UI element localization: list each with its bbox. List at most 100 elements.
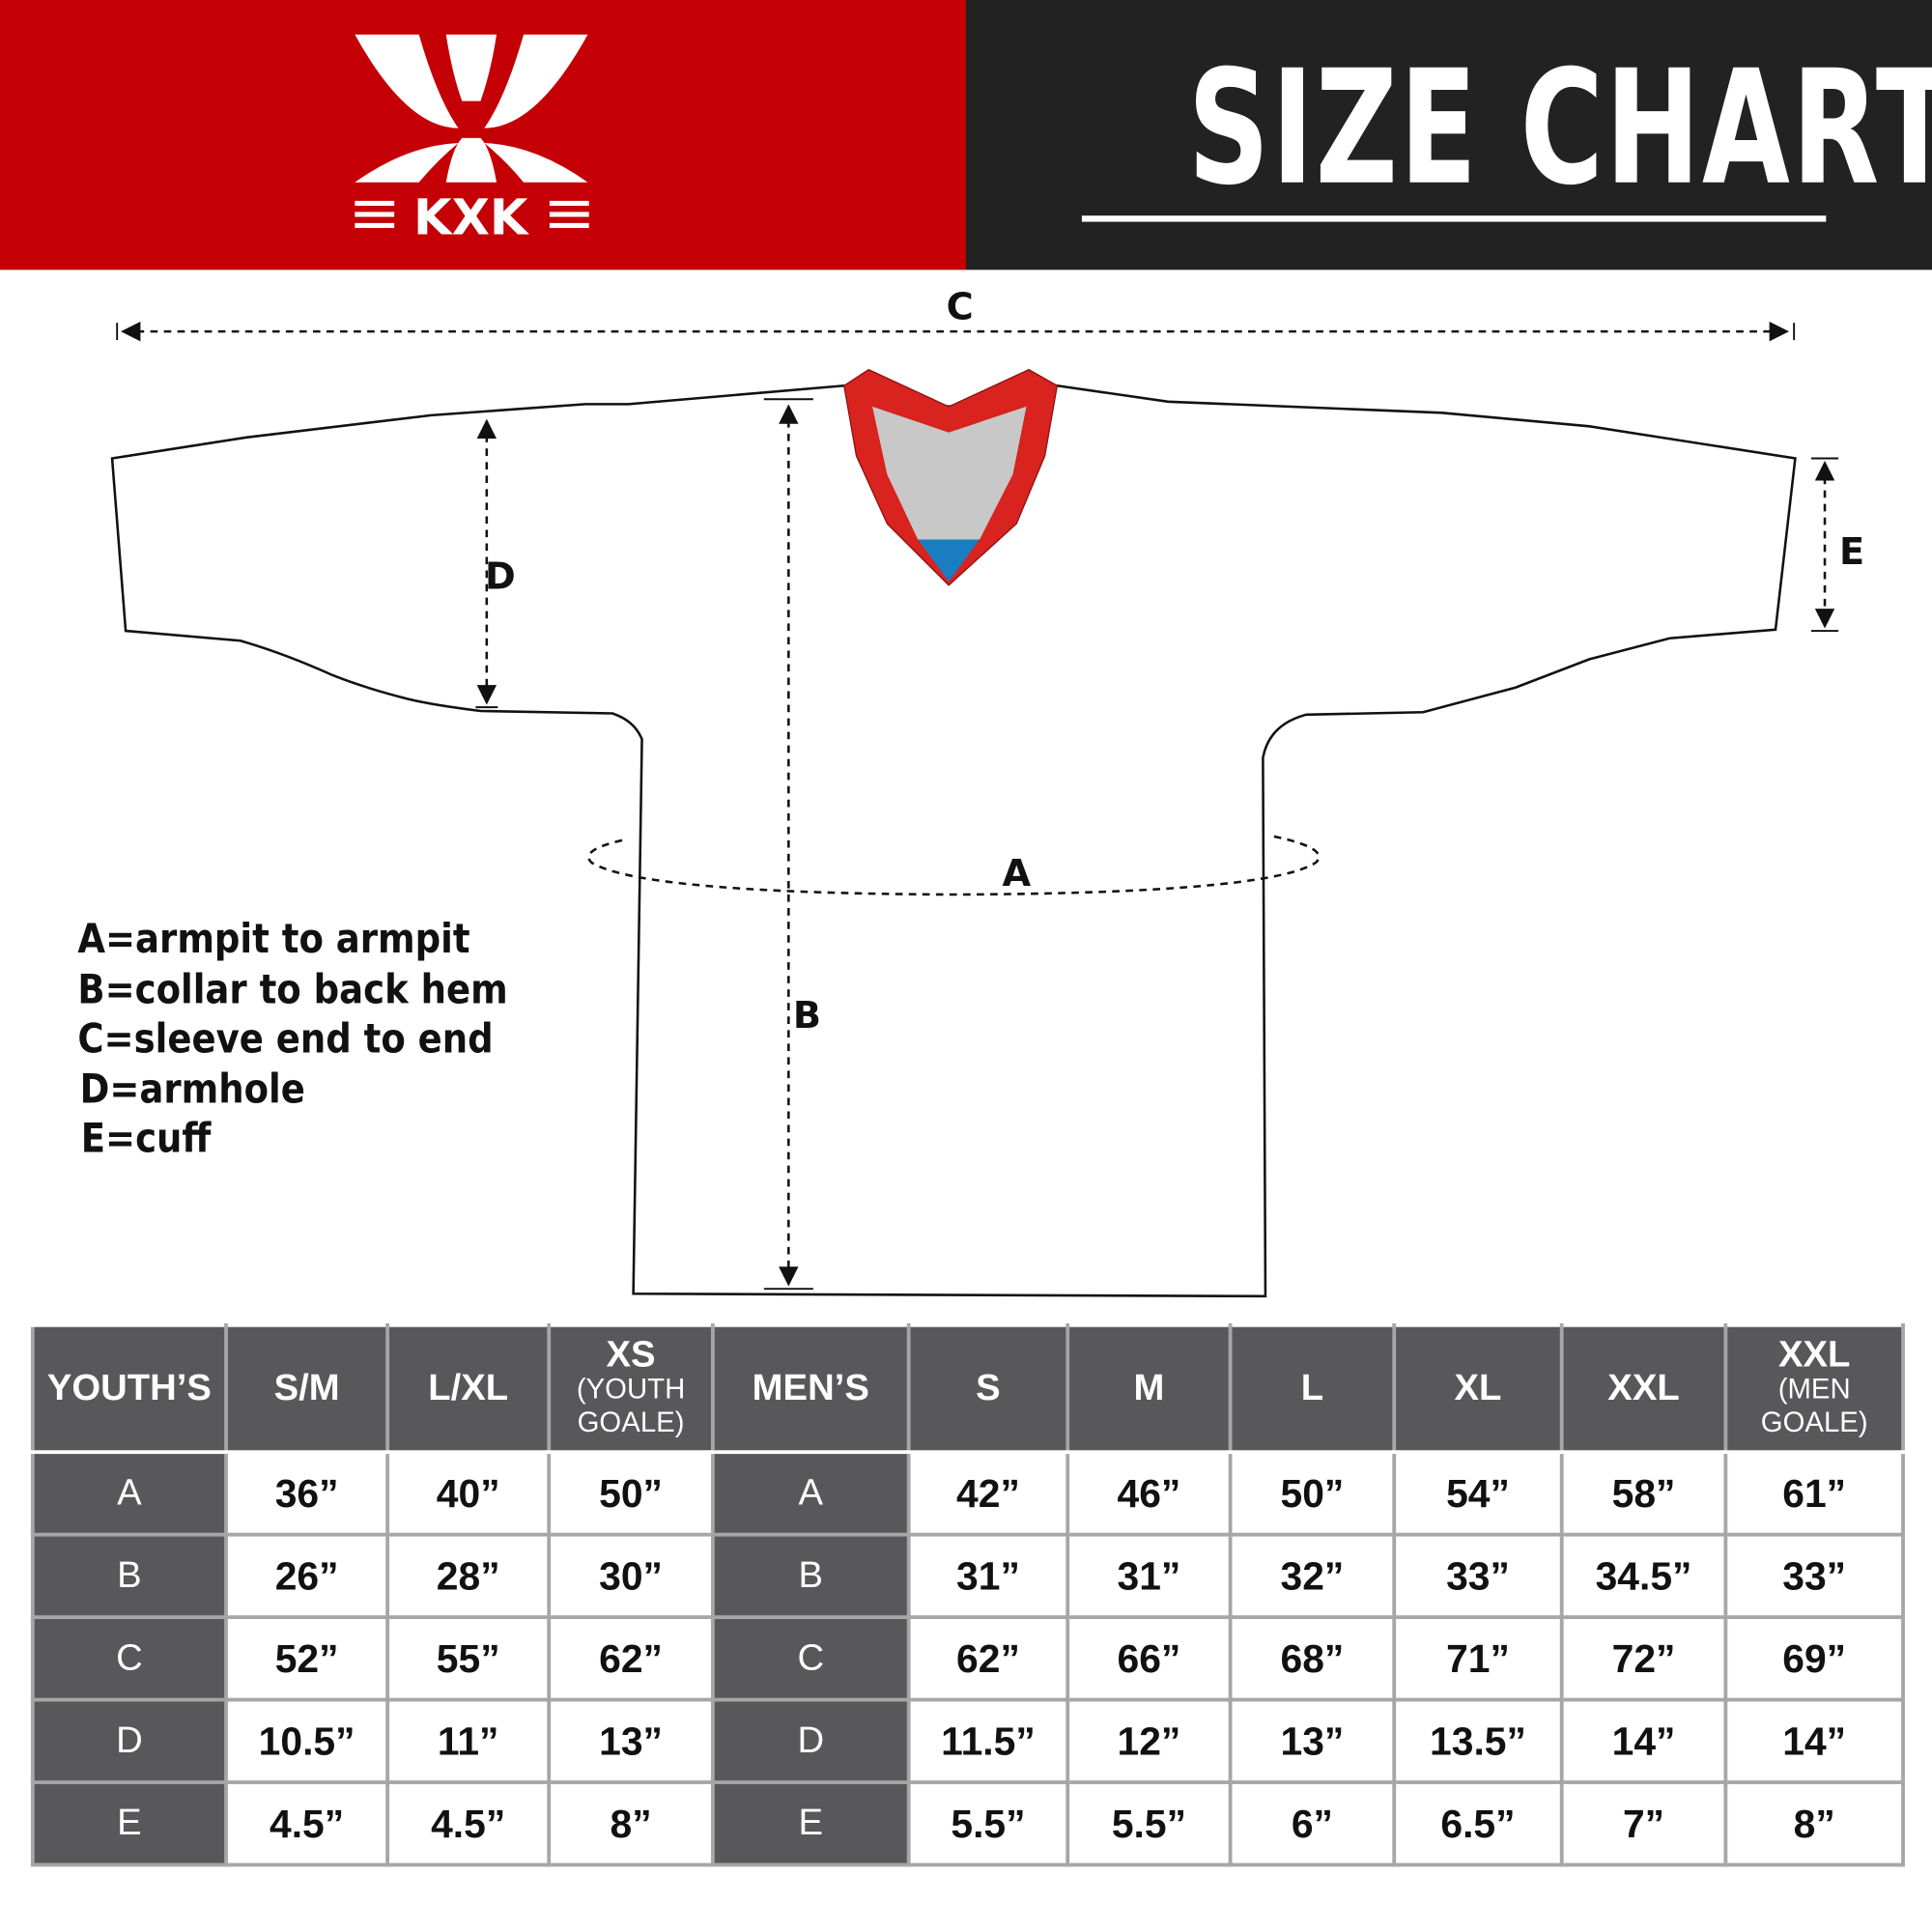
size-value: 7” (1559, 1780, 1728, 1867)
header-label: XL (1454, 1367, 1502, 1408)
size-header: L (1228, 1322, 1397, 1455)
row-key: D (710, 1697, 911, 1784)
size-value: 8” (547, 1780, 715, 1867)
size-value: 54” (1392, 1450, 1564, 1537)
size-value: 36” (224, 1450, 390, 1537)
men-header: MEN’S (710, 1322, 911, 1455)
size-value: 14” (1559, 1697, 1728, 1784)
label-e: E (1839, 530, 1864, 574)
size-value: 68” (1228, 1615, 1397, 1702)
size-value: 50” (547, 1450, 715, 1537)
table-row: A 36” 40” 50” A 42” 46” 50” 54” 58” 61” (30, 1450, 1905, 1537)
size-value: 5.5” (1065, 1780, 1233, 1867)
size-value: 13” (547, 1697, 715, 1784)
size-value: 55” (385, 1615, 552, 1702)
size-value: 28” (385, 1532, 552, 1620)
row-key: D (30, 1697, 228, 1784)
size-value: 62” (547, 1615, 715, 1702)
title-banner (965, 0, 1932, 270)
size-value: 4.5” (385, 1780, 552, 1867)
size-value: 11” (385, 1697, 552, 1784)
collar-tip (918, 539, 980, 582)
legend-item: A=armpit to armpit (77, 914, 470, 963)
table-row: C 52” 55” 62” C 62” 66” 68” 71” 72” 69” (30, 1615, 1905, 1702)
size-value: 66” (1065, 1615, 1233, 1702)
row-key: C (30, 1615, 228, 1702)
row-key: E (30, 1780, 228, 1867)
size-value: 13.5” (1392, 1697, 1564, 1784)
kxk-logo: KXK (355, 34, 589, 246)
size-header: S/M (224, 1322, 390, 1455)
row-key: C (710, 1615, 911, 1702)
table-row: B 26” 28” 30” B 31” 31” 32” 33” 34.5” 33” (30, 1532, 1905, 1620)
size-value: 11.5” (906, 1697, 1070, 1784)
title-underline (1081, 215, 1827, 222)
header-label: S/M (273, 1367, 340, 1408)
size-header: XS (YOUTH GOALE) (547, 1322, 715, 1455)
jersey-outline (110, 384, 1797, 1298)
size-value: 6.5” (1392, 1780, 1564, 1867)
size-value: 31” (1065, 1532, 1233, 1620)
size-header: XXL (MEN GOALE) (1723, 1322, 1905, 1455)
size-header: S (906, 1322, 1070, 1455)
size-table: YOUTH’S S/M L/XL XS (YOUTH GOALE) MEN’S S M L XL X… (30, 1322, 1905, 1867)
size-value: 62” (906, 1615, 1070, 1702)
size-value: 42” (906, 1450, 1070, 1537)
size-value: 46” (1065, 1450, 1233, 1537)
label-c: C (947, 285, 974, 328)
header-sublabel: (MEN GOALE) (1760, 1372, 1868, 1438)
measurement-legend: A=armpit to armpit B=collar to back hem … (77, 914, 507, 1164)
youth-header: YOUTH’S (30, 1322, 228, 1455)
header-label: XXL (1607, 1367, 1680, 1408)
header-label: L (1300, 1367, 1324, 1408)
row-key: B (30, 1532, 228, 1620)
header-label: YOUTH’S (46, 1367, 212, 1408)
size-value: 5.5” (906, 1780, 1070, 1867)
size-header: M (1065, 1322, 1233, 1455)
row-key: A (710, 1450, 911, 1537)
size-value: 10.5” (224, 1697, 390, 1784)
size-value: 33” (1392, 1532, 1564, 1620)
header-label: MEN’S (752, 1367, 869, 1408)
size-value: 30” (547, 1532, 715, 1620)
measure-a-line (587, 834, 1321, 896)
row-key: B (710, 1532, 911, 1620)
label-b: B (793, 994, 821, 1037)
row-key: A (30, 1450, 228, 1537)
row-key: E (710, 1780, 911, 1867)
legend-item: C=sleeve end to end (77, 1013, 494, 1063)
legend-item: B=collar to back hem (77, 964, 508, 1012)
size-value: 34.5” (1559, 1532, 1728, 1620)
size-value: 12” (1065, 1697, 1233, 1784)
size-value: 58” (1559, 1450, 1728, 1537)
header-sublabel: (YOUTH GOALE) (576, 1372, 686, 1438)
size-value: 32” (1228, 1532, 1397, 1620)
header-label: XS (606, 1334, 656, 1376)
size-value: 50” (1228, 1450, 1397, 1537)
legend-item: E=cuff (80, 1114, 212, 1163)
header-label: XXL (1777, 1334, 1851, 1376)
size-value: 8” (1723, 1780, 1905, 1867)
size-value: 61” (1723, 1450, 1905, 1537)
size-value: 72” (1559, 1615, 1728, 1702)
size-value: 52” (224, 1615, 390, 1702)
size-header: L/XL (385, 1322, 552, 1455)
size-header: XXL (1559, 1322, 1728, 1455)
size-value: 6” (1228, 1780, 1397, 1867)
header-label: S (976, 1367, 1001, 1408)
size-value: 33” (1723, 1532, 1905, 1620)
size-value: 40” (385, 1450, 552, 1537)
label-d: D (485, 555, 516, 599)
label-a: A (1002, 852, 1031, 895)
legend-item: D=armhole (79, 1064, 305, 1113)
size-value: 71” (1392, 1615, 1564, 1702)
size-value: 26” (224, 1532, 390, 1620)
collar-inner (872, 406, 1027, 540)
table-row: D 10.5” 11” 13” D 11.5” 12” 13” 13.5” 14” 14” (30, 1697, 1905, 1784)
size-value: 4.5” (224, 1780, 390, 1867)
size-value: 14” (1723, 1697, 1905, 1784)
size-header: XL (1392, 1322, 1564, 1455)
header-label: M (1133, 1367, 1165, 1408)
jersey-diagram: C D B E A (110, 285, 1864, 1298)
